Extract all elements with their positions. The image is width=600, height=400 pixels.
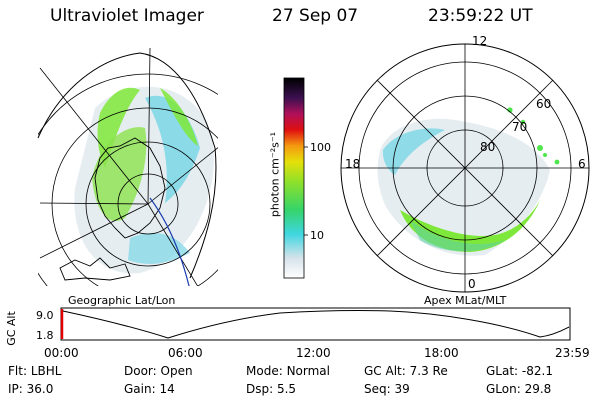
status-dsp-label: Dsp: xyxy=(246,382,274,396)
color-scale-bar xyxy=(283,77,308,279)
status-filter-label: Flt: xyxy=(8,364,27,378)
status-door-label: Door: xyxy=(124,364,157,378)
orbit-xtick-1200: 12:00 xyxy=(296,346,331,360)
mlat-label-60: 60 xyxy=(536,97,552,111)
status-ip: IP: 36.0 xyxy=(8,382,53,396)
status-gc-alt-value: 7.3 Re xyxy=(409,364,448,378)
left-panel-caption: Geographic Lat/Lon xyxy=(68,294,176,307)
orbit-ytick-min: 1.8 xyxy=(36,329,54,342)
status-dsp: Dsp: 5.5 xyxy=(246,382,296,396)
orbit-xtick-2359: 23:59 xyxy=(555,346,590,360)
orbit-axis-label: GC Alt xyxy=(4,311,18,346)
status-glat: GLat: -82.1 xyxy=(486,364,553,378)
observation-date: 27 Sep 07 xyxy=(272,6,359,26)
status-door-value: Open xyxy=(160,364,193,378)
status-seq-label: Seq: xyxy=(364,382,391,396)
polar-mlat-mlt-plot xyxy=(340,43,590,293)
mlt-label-12: 12 xyxy=(472,34,488,48)
status-mode-value: Normal xyxy=(286,364,330,378)
status-glat-value: -82.1 xyxy=(521,364,553,378)
status-gain-label: Gain: xyxy=(124,382,156,396)
mlt-label-0: 0 xyxy=(468,277,476,291)
observation-time: 23:59:22 UT xyxy=(428,6,533,26)
orbit-ytick-max: 9.0 xyxy=(36,309,54,322)
status-door: Door: Open xyxy=(124,364,193,378)
instrument-title: Ultraviolet Imager xyxy=(50,6,204,26)
orbit-xtick-1800: 18:00 xyxy=(424,346,459,360)
status-dsp-value: 5.5 xyxy=(276,382,297,396)
status-ip-value: 36.0 xyxy=(26,382,54,396)
orbit-xtick-0000: 00:00 xyxy=(44,346,79,360)
status-mode: Mode: Normal xyxy=(246,364,330,378)
orbit-xtick-0600: 06:00 xyxy=(168,346,203,360)
mlt-label-6: 6 xyxy=(578,157,586,171)
status-gain-value: 14 xyxy=(159,382,175,396)
status-gc-alt: GC Alt: 7.3 Re xyxy=(364,364,448,378)
right-panel-caption: Apex MLat/MLT xyxy=(424,294,507,307)
status-gc-alt-label: GC Alt: xyxy=(364,364,406,378)
colorbar-tick-100: 100 xyxy=(310,141,331,154)
status-glon: GLon: 29.8 xyxy=(486,382,551,396)
geographic-image xyxy=(37,48,218,286)
status-filter-value: LBHL xyxy=(30,364,62,378)
mlat-label-80: 80 xyxy=(480,140,496,154)
colorbar-tick-10: 10 xyxy=(310,229,324,242)
status-seq-value: 39 xyxy=(394,382,410,396)
status-gain: Gain: 14 xyxy=(124,382,175,396)
status-filter: Flt: LBHL xyxy=(8,364,61,378)
status-ip-label: IP: xyxy=(8,382,23,396)
status-glat-label: GLat: xyxy=(486,364,519,378)
colorbar-unit-label: photon cm⁻²s⁻¹ xyxy=(268,131,282,218)
status-seq: Seq: 39 xyxy=(364,382,410,396)
orbit-altitude-plot xyxy=(60,307,571,341)
mlt-label-18: 18 xyxy=(345,157,361,171)
status-glon-value: 29.8 xyxy=(524,382,552,396)
mlat-label-70: 70 xyxy=(512,120,528,134)
status-mode-label: Mode: xyxy=(246,364,283,378)
status-glon-label: GLon: xyxy=(486,382,521,396)
